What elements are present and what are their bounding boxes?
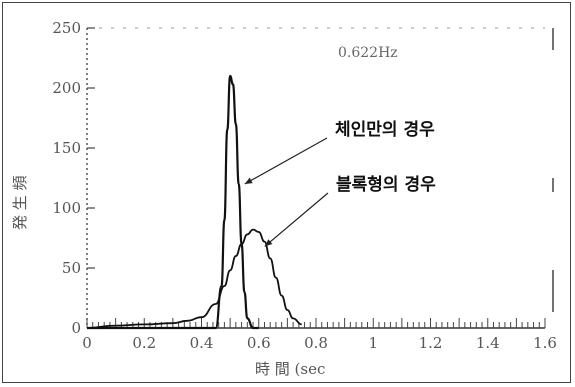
annotation-arrow	[264, 192, 329, 247]
y-axis-title: 発 生 頻	[11, 175, 29, 230]
annotation-arrowhead	[264, 239, 273, 247]
series-lines	[86, 74, 302, 330]
annotation-arrow	[244, 137, 328, 185]
x-tick-label: 1.6	[533, 334, 557, 352]
x-tick-label: 1.4	[476, 334, 500, 352]
chart-frame	[2, 2, 571, 383]
axes	[86, 27, 554, 329]
x-tick-label: 1	[368, 334, 378, 352]
x-tick-label: 0.4	[190, 334, 214, 352]
x-tick-label: 0.6	[247, 334, 271, 352]
series-line-0	[87, 74, 259, 330]
x-tick-label: 0.2	[132, 334, 156, 352]
annotation-arrowhead	[244, 177, 253, 184]
x-tick-label: 0	[82, 334, 92, 352]
y-ticks: 0 50 100 150 200 250	[52, 19, 95, 337]
x-tick-label: 0.8	[304, 334, 328, 352]
series-line-1	[86, 228, 302, 329]
note-label: 0.622Hz	[338, 45, 398, 61]
y-tick-label: 250	[52, 19, 81, 37]
y-tick-label: 0	[71, 319, 81, 337]
annotation-block-type: 블록형의 경우	[336, 174, 436, 195]
x-ticks: 0 0.2 0.4 0.6 0.8 1 1.2 1.4 1.6	[82, 334, 557, 352]
y-tick-label: 150	[52, 139, 81, 157]
annotation-chain-only: 체인만의 경우	[335, 120, 435, 140]
x-tick-label: 1.2	[419, 334, 443, 352]
y-tick-label: 200	[52, 79, 81, 97]
y-tick-label: 50	[62, 259, 81, 277]
y-tick-label: 100	[52, 199, 81, 217]
x-axis-title: 時 間 (sec	[255, 360, 325, 378]
